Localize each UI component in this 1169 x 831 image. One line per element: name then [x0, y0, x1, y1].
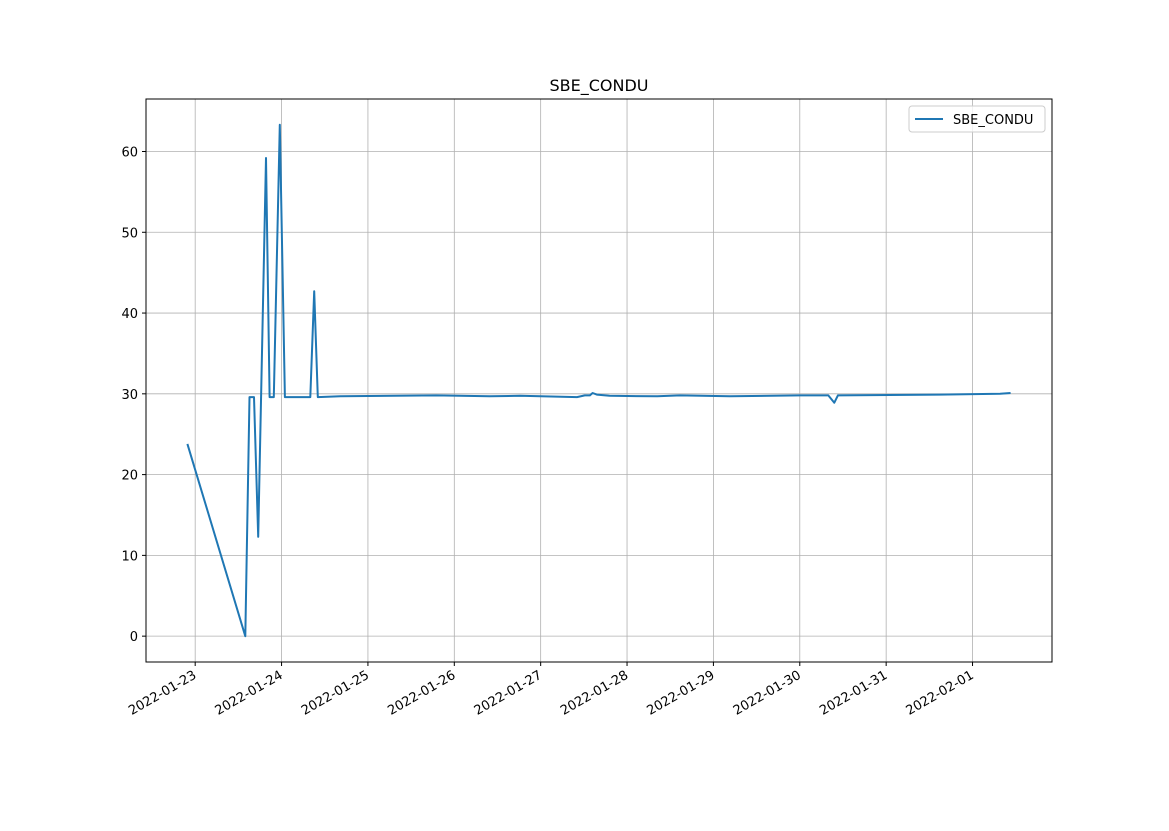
legend-box [908, 105, 1046, 133]
y-axis: 0 10 20 30 40 50 60 [121, 146, 146, 645]
x-tick-label: 2022-01-30 [731, 668, 804, 719]
x-tick-label: 2022-01-26 [385, 668, 458, 719]
y-tick-label: 50 [121, 226, 138, 241]
x-tick-label: 2022-01-29 [644, 668, 717, 719]
x-tick-label: 2022-01-23 [126, 668, 199, 719]
x-tick-label: 2022-01-31 [817, 668, 890, 719]
x-tick-label: 2022-01-25 [299, 668, 372, 719]
chart-title: SBE_CONDU [549, 76, 648, 96]
y-tick-label: 20 [121, 469, 138, 484]
x-tick-label: 2022-01-24 [213, 668, 286, 719]
grid [146, 99, 1052, 662]
y-tick-label: 30 [121, 388, 138, 403]
y-tick-label: 10 [121, 549, 138, 564]
plot-area [186, 123, 1011, 638]
x-tick-label: 2022-01-28 [558, 668, 631, 719]
y-tick-label: 0 [130, 630, 138, 645]
y-tick-label: 40 [121, 307, 138, 322]
y-tick-label: 60 [121, 146, 138, 161]
x-tick-label: 2022-02-01 [904, 668, 977, 719]
legend-label: SBE_CONDU [953, 113, 1033, 128]
axes-frame [145, 98, 1053, 663]
x-tick-label: 2022-01-27 [472, 668, 545, 719]
legend: SBE_CONDU [908, 105, 1046, 133]
x-axis: 2022-01-23 2022-01-24 2022-01-25 2022-01-26… [126, 662, 977, 719]
series-line-sbe-condu [186, 123, 1011, 638]
